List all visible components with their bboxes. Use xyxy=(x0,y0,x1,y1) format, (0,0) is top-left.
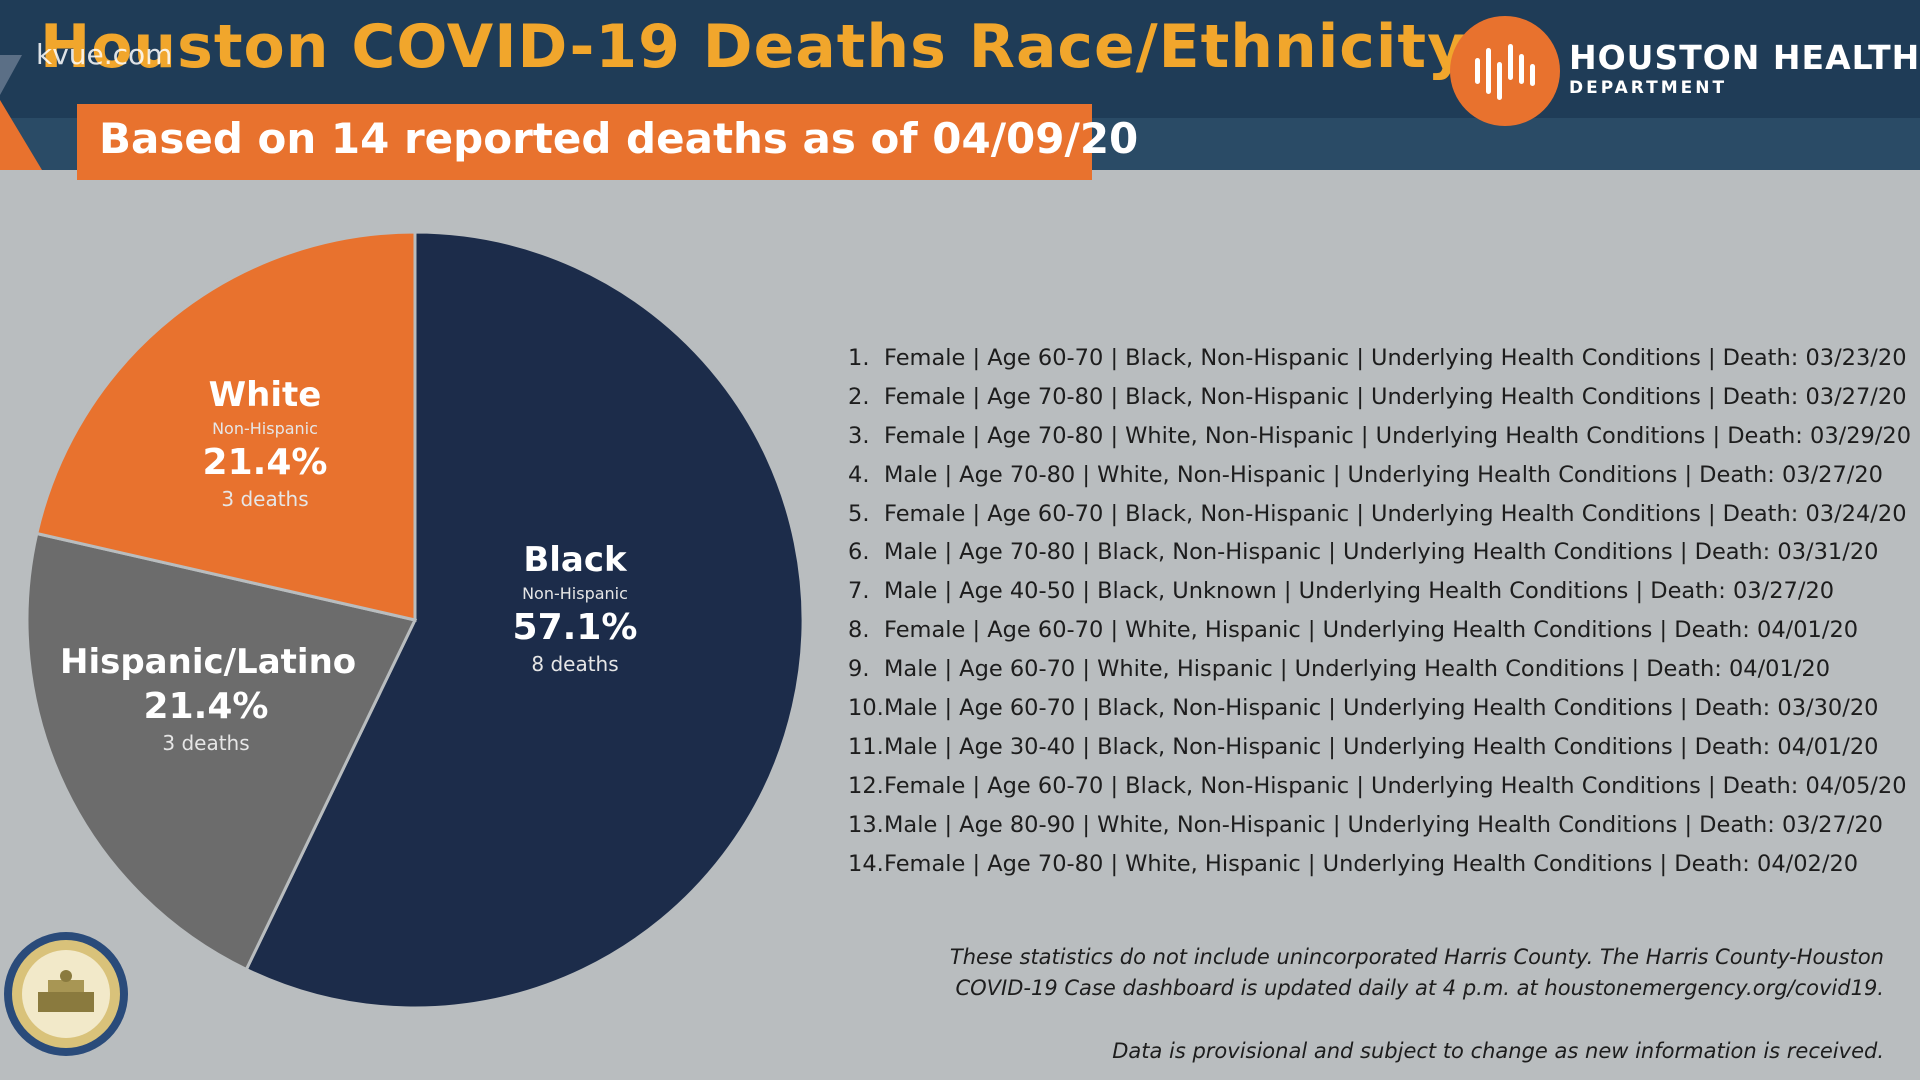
slice-name-white: White xyxy=(208,375,322,415)
case-detail: Female | Age 70-80 | White, Non-Hispanic… xyxy=(884,422,1912,449)
case-detail: Male | Age 70-80 | White, Non-Hispanic |… xyxy=(884,461,1883,488)
list-item: 10.Male | Age 60-70 | Black, Non-Hispani… xyxy=(848,689,1911,728)
slice-percent-black: 57.1% xyxy=(512,607,638,648)
header-decor-triangle-top xyxy=(0,55,22,95)
list-item: 13.Male | Age 80-90 | White, Non-Hispani… xyxy=(848,806,1911,845)
pie-slice-hispanic xyxy=(25,531,418,972)
case-number: 10. xyxy=(848,695,884,722)
slice-label-black: Black Non-Hispanic 57.1% 8 deaths xyxy=(500,540,650,676)
case-number: 1. xyxy=(848,345,870,371)
case-detail: Male | Age 70-80 | Black, Non-Hispanic |… xyxy=(884,539,1879,566)
case-detail: Male | Age 30-40 | Black, Non-Hispanic |… xyxy=(884,733,1879,760)
slice-name-black: Black xyxy=(523,540,627,580)
footnote-line-1: These statistics do not include unincorp… xyxy=(949,945,1884,969)
pie-slice-black xyxy=(244,230,805,1010)
logo-department: DEPARTMENT xyxy=(1569,78,1728,98)
slice-name-hispanic: Hispanic/Latino xyxy=(60,642,357,682)
list-item: 1. Female | Age 60-70 | Black, Non-Hispan… xyxy=(848,339,1911,378)
slice-percent-hispanic: 21.4% xyxy=(143,686,269,727)
case-detail: Male | Age 40-50 | Black, Unknown | Unde… xyxy=(884,578,1835,605)
slice-count-black: 8 deaths xyxy=(531,652,619,676)
subtitle-banner: Based on 14 reported deaths as of 04/09/… xyxy=(77,104,1138,180)
list-item: 9. Male | Age 60-70 | White, Hispanic | U… xyxy=(848,650,1911,689)
slice-label-white: White Non-Hispanic 21.4% 3 deaths xyxy=(190,375,340,511)
list-item: 11.Male | Age 30-40 | Black, Non-Hispani… xyxy=(848,728,1911,767)
case-detail: Female | Age 70-80 | Black, Non-Hispanic… xyxy=(884,383,1907,410)
footnote-line-2: COVID-19 Case dashboard is updated daily… xyxy=(955,976,1884,1000)
case-number: 2. xyxy=(848,383,870,410)
list-item: 6. Male | Age 70-80 | Black, Non-Hispanic… xyxy=(848,533,1911,572)
header-bar: Houston COVID-19 Deaths Race/Ethnicity k… xyxy=(0,0,1920,180)
case-detail: Female | Age 70-80 | White, Hispanic | U… xyxy=(884,850,1859,877)
case-detail: Male | Age 80-90 | White, Non-Hispanic |… xyxy=(884,811,1883,838)
logo-bars-icon xyxy=(1475,44,1535,100)
slice-sub-white: Non-Hispanic xyxy=(212,419,318,438)
slice-sub-black: Non-Hispanic xyxy=(522,584,628,603)
case-number: 9. xyxy=(848,656,870,683)
case-number: 6. xyxy=(848,539,870,566)
header-decor-triangle xyxy=(0,100,42,170)
case-detail: Female | Age 60-70 | Black, Non-Hispanic… xyxy=(884,500,1907,527)
case-number: 14. xyxy=(848,850,884,877)
case-number: 12. xyxy=(848,772,884,799)
list-item: 2. Female | Age 70-80 | Black, Non-Hispan… xyxy=(848,378,1911,417)
case-detail: Female | Age 60-70 | Black, Non-Hispanic… xyxy=(884,345,1907,371)
footnote-provisional: Data is provisional and subject to chang… xyxy=(1112,1039,1884,1063)
slice-count-white: 3 deaths xyxy=(221,487,309,511)
case-detail: Male | Age 60-70 | White, Hispanic | Und… xyxy=(884,656,1831,683)
subtitle-text: Based on 14 reported deaths as of 04/09/… xyxy=(99,114,1139,163)
case-number: 5. xyxy=(848,500,870,527)
slice-label-hispanic: Hispanic/Latino 21.4% 3 deaths xyxy=(60,642,357,755)
city-of-houston-seal-icon xyxy=(4,932,128,1056)
case-detail: Female | Age 60-70 | White, Hispanic | U… xyxy=(884,617,1859,644)
logo-name: HOUSTON HEALTH xyxy=(1569,38,1920,77)
list-item: 7. Male | Age 40-50 | Black, Unknown | Un… xyxy=(848,572,1911,611)
list-item: 5. Female | Age 60-70 | Black, Non-Hispan… xyxy=(848,495,1911,534)
list-item: 8. Female | Age 60-70 | White, Hispanic |… xyxy=(848,611,1911,650)
list-item: 4. Male | Age 70-80 | White, Non-Hispanic… xyxy=(848,456,1911,495)
page-title: Houston COVID-19 Deaths Race/Ethnicity xyxy=(40,12,1468,82)
case-detail: Female | Age 60-70 | Black, Non-Hispanic… xyxy=(884,772,1907,799)
pie-slice-white xyxy=(34,230,417,622)
list-item: 14.Female | Age 70-80 | White, Hispanic … xyxy=(848,845,1911,884)
case-number: 8. xyxy=(848,617,870,644)
case-detail: Male | Age 60-70 | Black, Non-Hispanic |… xyxy=(884,695,1879,722)
slice-count-hispanic: 3 deaths xyxy=(162,731,250,755)
case-number: 3. xyxy=(848,422,870,449)
case-number: 11. xyxy=(848,733,884,760)
pie-chart xyxy=(25,230,805,1010)
slice-percent-white: 21.4% xyxy=(202,442,328,483)
case-list: 1. Female | Age 60-70 | Black, Non-Hispan… xyxy=(848,339,1911,883)
list-item: 3. Female | Age 70-80 | White, Non-Hispan… xyxy=(848,417,1911,456)
case-number: 7. xyxy=(848,578,870,605)
case-number: 13. xyxy=(848,811,884,838)
health-department-logo-icon xyxy=(1450,16,1560,126)
case-number: 4. xyxy=(848,461,870,488)
list-item: 12.Female | Age 60-70 | Black, Non-Hispa… xyxy=(848,767,1911,806)
station-watermark: kvue.com xyxy=(36,38,173,71)
